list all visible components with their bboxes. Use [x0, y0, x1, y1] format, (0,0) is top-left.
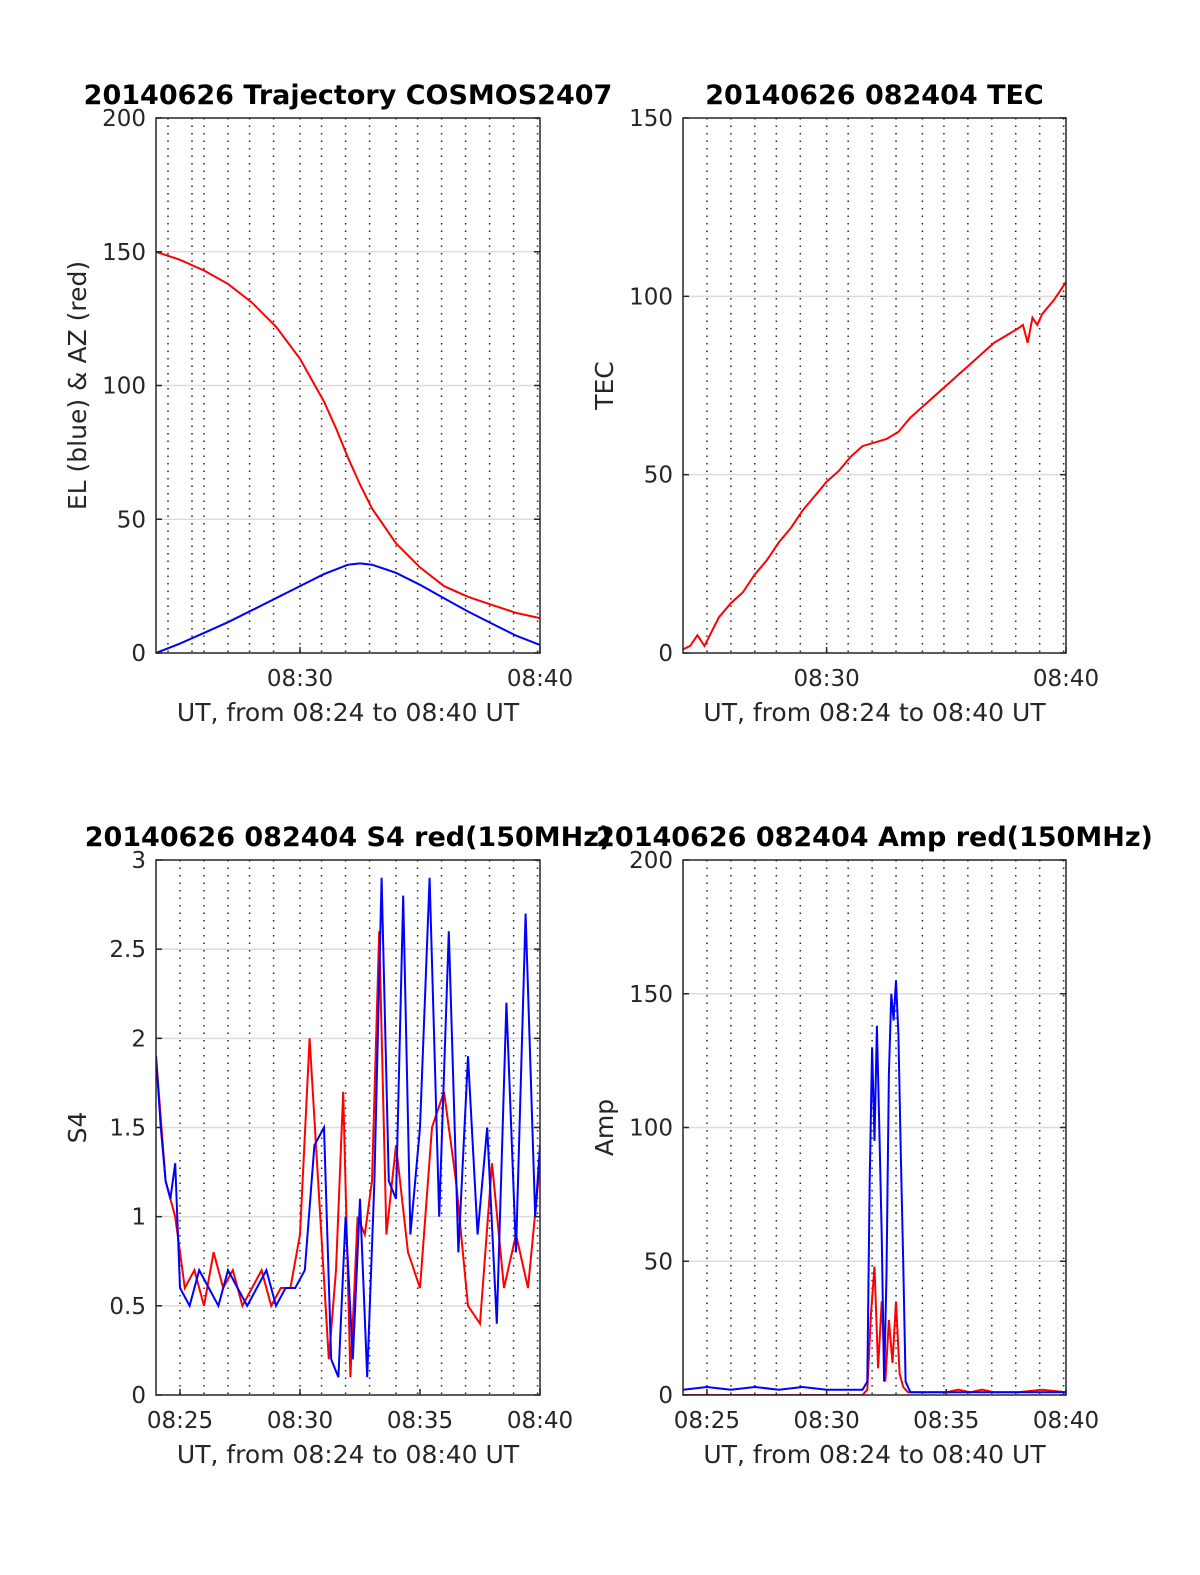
series-line-blue [683, 980, 1066, 1394]
x-axis-label: UT, from 08:24 to 08:40 UT [177, 698, 520, 727]
x-tick-label: 08:30 [267, 666, 333, 692]
x-tick-label: 08:40 [1033, 666, 1099, 692]
y-tick-label: 0 [131, 1383, 146, 1409]
x-tick-label: 08:35 [913, 1408, 979, 1434]
y-tick-label: 0.5 [109, 1294, 146, 1320]
x-tick-label: 08:30 [793, 1408, 859, 1434]
y-tick-label: 2.5 [109, 937, 146, 963]
y-tick-label: 1.5 [109, 1116, 146, 1142]
y-tick-label: 150 [102, 240, 146, 266]
series-line-red [156, 250, 540, 620]
y-axis-label: TEC [590, 361, 619, 411]
y-tick-label: 100 [629, 284, 673, 310]
x-tick-label: 08:25 [147, 1408, 213, 1434]
y-tick-label: 50 [644, 463, 673, 489]
y-tick-label: 50 [117, 507, 146, 533]
series-line-red [683, 281, 1066, 651]
chart-title: 20140626 082404 TEC [705, 80, 1044, 111]
y-tick-label: 1 [131, 1205, 146, 1231]
chart-title: 20140626 082404 Amp red(150MHz) [596, 822, 1153, 853]
x-axis-label: UT, from 08:24 to 08:40 UT [703, 1440, 1046, 1469]
chart-amp: 0 50 100 150 200 08:25 08:30 08:35 08:40 20140626… [590, 822, 1153, 1469]
x-tick-label: 08:30 [267, 1408, 333, 1434]
y-tick-label: 50 [644, 1249, 673, 1275]
y-tick-label: 2 [131, 1026, 146, 1052]
chart-trajectory: 0 50 100 150 200 08:30 08:40 20140626 Trajector… [63, 80, 612, 727]
x-tick-label: 08:25 [674, 1408, 740, 1434]
x-tick-label: 08:30 [793, 666, 859, 692]
y-tick-label: 200 [629, 848, 673, 874]
y-tick-label: 100 [629, 1116, 673, 1142]
y-tick-label: 100 [102, 374, 146, 400]
chart-title: 20140626 082404 S4 red(150MHz) [85, 822, 612, 853]
y-axis-label: S4 [63, 1112, 92, 1144]
y-tick-label: 200 [102, 106, 146, 132]
x-axis-label: UT, from 08:24 to 08:40 UT [177, 1440, 520, 1469]
x-tick-label: 08:40 [1033, 1408, 1099, 1434]
series-line-blue [156, 877, 540, 1378]
y-tick-label: 0 [658, 641, 673, 667]
y-tick-label: 150 [629, 106, 673, 132]
y-tick-label: 0 [658, 1383, 673, 1409]
chart-title: 20140626 Trajectory COSMOS2407 [84, 80, 613, 111]
x-tick-label: 08:35 [387, 1408, 453, 1434]
axes-box [682, 117, 1067, 654]
y-axis-label: EL (blue) & AZ (red) [63, 261, 92, 510]
x-axis-label: UT, from 08:24 to 08:40 UT [703, 698, 1046, 727]
x-tick-label: 08:40 [507, 1408, 573, 1434]
series-line-red [683, 1266, 1066, 1395]
chart-s4: 0 0.5 1 1.5 2 2.5 3 08:25 08:30 08:35 08:40 2014062… [63, 822, 611, 1469]
x-tick-label: 08:40 [507, 666, 573, 692]
y-axis-label: Amp [590, 1099, 619, 1156]
y-tick-label: 0 [131, 641, 146, 667]
series-line-blue [156, 562, 540, 653]
series-line-red [156, 931, 540, 1378]
chart-tec: 0 50 100 150 08:30 08:40 20140626 082404 TEC UT… [590, 80, 1099, 727]
y-tick-label: 3 [131, 848, 146, 874]
y-tick-label: 150 [629, 982, 673, 1008]
